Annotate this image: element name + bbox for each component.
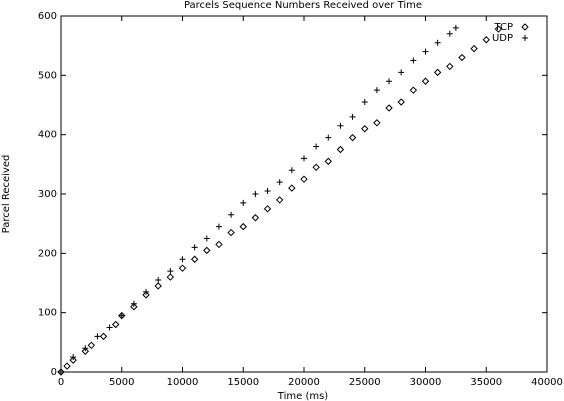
x-tick-label: 20000: [288, 377, 320, 388]
x-tick-label: 10000: [167, 377, 199, 388]
x-tick-label: 30000: [410, 377, 442, 388]
data-point: [385, 104, 393, 112]
x-tick-label: 40000: [531, 377, 563, 388]
x-tick-label: 35000: [470, 377, 502, 388]
data-point: [228, 211, 235, 218]
data-point: [397, 98, 405, 106]
data-point: [142, 291, 150, 299]
data-point: [324, 157, 333, 166]
y-tick-label: 100: [38, 308, 57, 319]
data-point: [178, 264, 187, 272]
data-point: [69, 356, 77, 364]
legend-marker: [522, 35, 528, 41]
data-point: [166, 273, 175, 281]
y-axis-label: Parcel Received: [1, 155, 12, 234]
data-point: [313, 143, 320, 150]
data-point: [361, 99, 368, 106]
data-point: [422, 48, 429, 55]
data-point: [494, 25, 503, 33]
data-point: [215, 240, 223, 249]
x-tick-label: 25000: [349, 377, 381, 388]
data-point: [215, 223, 222, 230]
data-point: [99, 332, 108, 341]
data-point: [325, 134, 332, 141]
y-tick-label: 500: [38, 70, 57, 81]
data-point: [111, 320, 120, 329]
data-point: [373, 87, 380, 94]
data-point: [386, 78, 393, 85]
data-point: [203, 235, 210, 242]
data-point: [373, 119, 381, 127]
x-tick-label: 15000: [227, 377, 259, 388]
data-point: [482, 36, 490, 44]
data-point: [179, 256, 186, 263]
legend-label: TCP: [493, 22, 513, 33]
data-point: [288, 184, 296, 192]
data-point: [143, 288, 150, 295]
y-tick-label: 400: [38, 130, 57, 141]
data-point: [398, 69, 405, 76]
data-point: [82, 345, 89, 352]
data-point: [239, 222, 247, 231]
data-point: [300, 175, 308, 183]
legend-label: UDP: [492, 33, 513, 44]
data-point: [203, 246, 211, 255]
data-point: [301, 155, 307, 162]
data-point: [433, 68, 442, 77]
data-point: [275, 196, 284, 204]
data-point: [410, 57, 417, 64]
data-point: [446, 30, 453, 37]
data-point: [252, 191, 259, 197]
data-point: [458, 53, 466, 62]
data-point: [421, 77, 430, 85]
data-point: [87, 341, 96, 350]
data-point: [288, 167, 295, 174]
chart-title: Parcels Sequence Numbers Received over T…: [184, 0, 422, 11]
y-tick-label: 300: [38, 189, 57, 200]
x-tick-label: 0: [58, 377, 64, 388]
data-point: [190, 255, 199, 263]
data-point: [276, 179, 283, 186]
data-point: [349, 113, 356, 120]
data-point: [434, 39, 441, 46]
x-tick-label: 5000: [109, 377, 134, 388]
data-point: [361, 125, 369, 133]
data-point: [191, 244, 198, 251]
data-point: [470, 44, 478, 53]
data-point: [155, 277, 162, 284]
y-tick-label: 600: [38, 11, 57, 22]
data-point: [264, 188, 271, 195]
y-tick-label: 0: [51, 367, 57, 378]
plot-frame: [60, 15, 548, 373]
data-point: [106, 324, 113, 331]
x-axis-label: Time (ms): [277, 391, 329, 401]
data-point: [58, 369, 64, 375]
data-point: [263, 205, 272, 213]
legend-marker: [521, 23, 529, 31]
data-point: [118, 312, 125, 319]
y-tick-label: 200: [38, 248, 57, 259]
data-point: [251, 214, 260, 222]
data-point: [63, 362, 71, 370]
data-point: [154, 282, 162, 290]
data-point: [167, 268, 174, 275]
data-point: [348, 133, 357, 142]
data-point: [70, 354, 77, 361]
data-point: [452, 24, 459, 31]
data-point: [446, 62, 454, 71]
data-point: [312, 163, 320, 172]
data-point: [409, 86, 418, 94]
data-point: [130, 303, 138, 311]
data-point: [227, 228, 235, 237]
data-point: [337, 122, 344, 129]
data-point: [94, 333, 101, 340]
data-point: [81, 347, 90, 355]
data-point: [336, 145, 345, 154]
data-point: [130, 300, 137, 307]
data-point: [240, 199, 247, 206]
